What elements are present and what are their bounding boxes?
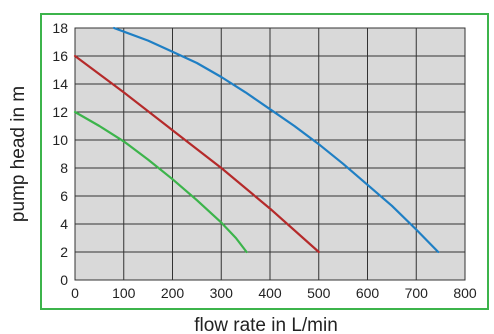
x-tick-label-6: 600 — [356, 285, 380, 301]
x-tick-label-3: 300 — [210, 285, 234, 301]
y-tick-label-1: 2 — [60, 244, 68, 260]
y-tick-label-6: 12 — [52, 104, 68, 120]
x-tick-label-5: 500 — [307, 285, 331, 301]
x-tick-label-7: 700 — [405, 285, 429, 301]
y-tick-label-7: 14 — [52, 76, 68, 92]
y-tick-label-3: 6 — [60, 188, 68, 204]
x-axis-title: flow rate in L/min — [194, 315, 338, 334]
x-tick-label-2: 200 — [161, 285, 185, 301]
y-axis-title: pump head in m — [8, 86, 29, 222]
x-tick-label-4: 400 — [258, 285, 282, 301]
x-tick-label-1: 100 — [112, 285, 136, 301]
y-tick-label-9: 18 — [52, 20, 68, 36]
x-tick-label-8: 800 — [453, 285, 477, 301]
x-tick-labels: 0 100 200 300 400 500 600 700 800 — [71, 285, 477, 301]
y-tick-label-8: 16 — [52, 48, 68, 64]
y-tick-label-2: 4 — [60, 216, 68, 232]
y-tick-label-5: 10 — [52, 132, 68, 148]
x-tick-label-0: 0 — [71, 285, 79, 301]
y-tick-label-0: 0 — [60, 272, 68, 288]
y-tick-label-4: 8 — [60, 160, 68, 176]
